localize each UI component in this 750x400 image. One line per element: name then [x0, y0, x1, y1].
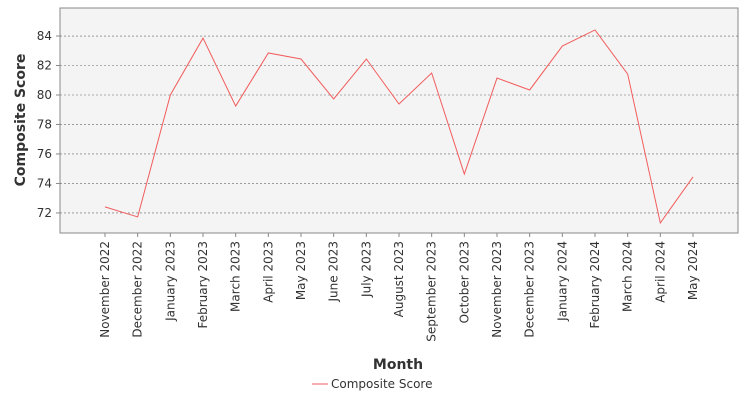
x-tick-label: December 2022	[131, 241, 145, 338]
x-tick-label: April 2024	[653, 241, 667, 303]
x-tick-label: August 2023	[392, 241, 406, 317]
x-tick-label: November 2022	[98, 241, 112, 338]
y-tick-label: 72	[37, 206, 52, 220]
x-tick-label: January 2024	[555, 241, 569, 322]
x-tick-label: February 2024	[588, 241, 602, 329]
y-tick-label: 82	[37, 59, 52, 73]
x-tick-label: May 2024	[686, 241, 700, 300]
x-tick-label: January 2023	[163, 241, 177, 322]
x-tick-label: November 2023	[490, 241, 504, 338]
y-tick-label: 78	[37, 117, 52, 131]
y-tick-label: 80	[37, 88, 52, 102]
x-tick-label: October 2023	[457, 241, 471, 323]
x-tick-label: March 2024	[621, 241, 635, 312]
x-tick-label: December 2023	[523, 241, 537, 338]
x-tick-label: March 2023	[229, 241, 243, 312]
plot-area	[59, 7, 739, 234]
x-tick-label: September 2023	[425, 241, 439, 342]
y-axis-title: Composite Score	[13, 54, 29, 187]
x-tick-label: June 2023	[327, 241, 341, 303]
legend-label: Composite Score	[331, 377, 432, 391]
y-tick-label: 76	[37, 147, 52, 161]
x-tick-label: April 2023	[261, 241, 275, 303]
series-line	[104, 29, 694, 225]
x-tick-label: May 2023	[294, 241, 308, 300]
x-tick-label: February 2023	[196, 241, 210, 329]
y-tick-label: 74	[37, 176, 52, 190]
y-tick-label: 84	[37, 29, 52, 43]
x-axis-title: Month	[373, 357, 423, 373]
x-tick-label: July 2023	[359, 241, 373, 298]
